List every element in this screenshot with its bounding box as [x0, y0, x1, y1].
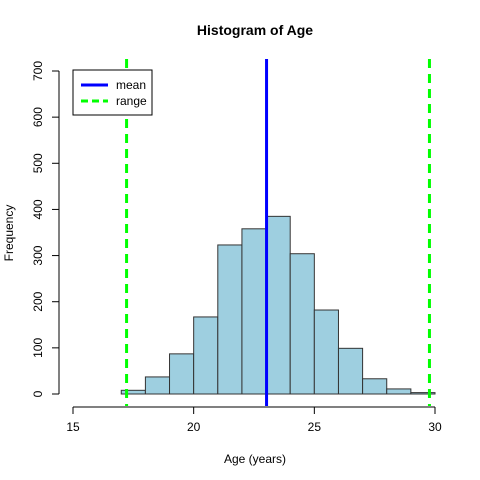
histogram-bar-9: [337, 347, 364, 395]
y-tick-label-5: 500: [31, 153, 45, 173]
histogram-bar-0: [120, 389, 146, 395]
chart-title: Histogram of Age: [197, 22, 313, 38]
histogram-bar-1: [144, 376, 171, 395]
legend: mean range: [72, 69, 153, 116]
histogram-bar-12: [410, 392, 436, 395]
histogram-bar-4: [217, 244, 243, 395]
y-tick-label-2: 200: [31, 291, 45, 311]
y-tick-label-4: 400: [31, 199, 45, 219]
histogram-bar-8: [313, 309, 339, 395]
histogram-bar-6: [265, 215, 291, 395]
histogram-bar-7: [289, 253, 315, 395]
legend-box: [72, 69, 153, 116]
histogram-bar-11: [386, 388, 412, 395]
x-tick-label-3: 30: [428, 420, 442, 434]
y-tick-label-0: 0: [31, 390, 45, 397]
x-axis-label: Age (years): [224, 452, 286, 466]
histogram-bar-5: [241, 228, 267, 395]
y-tick-label-1: 100: [31, 338, 45, 358]
histogram-bar-3: [193, 316, 219, 395]
legend-label-range: range: [116, 94, 147, 108]
y-axis-label: Frequency: [2, 205, 16, 262]
y-tick-label-7: 700: [31, 61, 45, 81]
y-tick-label-3: 300: [31, 245, 45, 265]
x-tick-label-0: 15: [66, 420, 80, 434]
x-tick-label-1: 20: [187, 420, 201, 434]
y-tick-label-6: 600: [31, 107, 45, 127]
histogram-bar-10: [362, 378, 388, 395]
reference-lines-group: [125, 59, 431, 406]
histogram-bar-2: [169, 353, 195, 395]
x-tick-label-2: 25: [308, 420, 322, 434]
legend-label-mean: mean: [116, 78, 146, 92]
bars-group: [120, 215, 436, 395]
